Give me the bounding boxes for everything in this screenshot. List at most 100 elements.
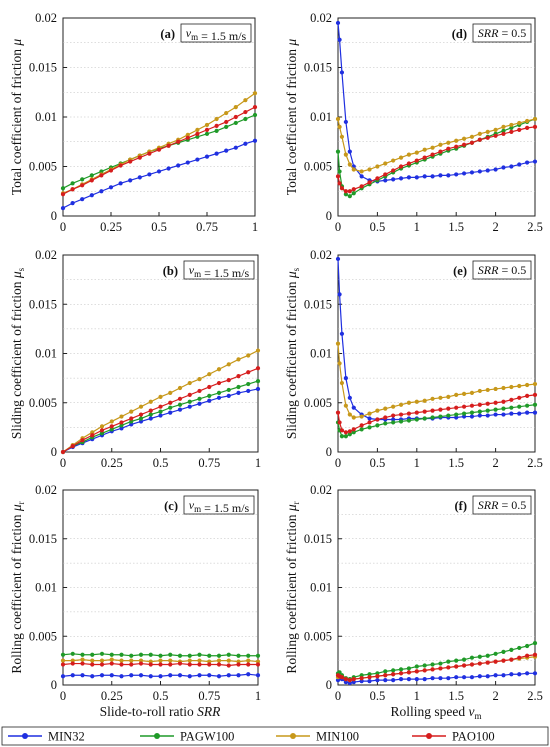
data-point-min32 xyxy=(391,177,396,182)
data-point-pagw100 xyxy=(391,420,396,425)
data-point-min32 xyxy=(156,169,162,174)
y-tick-label: 0 xyxy=(326,678,332,692)
data-point-pao100 xyxy=(367,420,372,425)
data-point-pao100 xyxy=(493,400,498,405)
x-tick-label: 2 xyxy=(492,456,498,470)
annotation-box xyxy=(472,260,532,280)
data-point-min100 xyxy=(335,341,341,346)
data-point-pao100 xyxy=(375,417,380,422)
annotation-box xyxy=(472,23,532,43)
data-point-min100 xyxy=(236,357,241,362)
x-tick-label: 0.5 xyxy=(153,689,169,703)
data-point-min32 xyxy=(501,165,506,170)
data-point-pagw100 xyxy=(391,668,396,673)
data-point-pagw100 xyxy=(347,194,352,199)
y-axis-label: Total coefficient of friction μ xyxy=(284,39,299,196)
x-tick-label: 0 xyxy=(60,456,66,470)
data-point-pao100 xyxy=(469,662,475,667)
data-point-min32 xyxy=(252,138,258,143)
data-point-pao100 xyxy=(477,661,482,666)
data-point-pao100 xyxy=(255,662,261,667)
data-point-pagw100 xyxy=(398,667,404,672)
x-tick-label: 1 xyxy=(414,689,420,703)
data-point-pagw100 xyxy=(351,191,356,196)
data-point-pao100 xyxy=(525,125,530,130)
data-point-pao100 xyxy=(335,410,341,415)
x-tick-label: 0 xyxy=(335,689,341,703)
data-point-min100 xyxy=(343,403,348,408)
data-point-pao100 xyxy=(454,664,459,669)
data-point-pagw100 xyxy=(99,169,104,174)
x-tick-label: 1.5 xyxy=(448,456,464,470)
data-point-min100 xyxy=(517,383,522,389)
data-point-pagw100 xyxy=(532,402,538,407)
data-point-min100 xyxy=(158,394,163,399)
data-point-pao100 xyxy=(158,404,163,409)
y-tick-label: 0.01 xyxy=(35,110,57,124)
x-tick-label: 1.5 xyxy=(448,689,464,703)
data-point-pao100 xyxy=(509,397,514,402)
data-point-pagw100 xyxy=(454,412,459,417)
data-point-min100 xyxy=(216,658,222,663)
x-tick-label: 2.5 xyxy=(527,689,543,703)
data-point-min100 xyxy=(477,131,482,136)
data-point-min32 xyxy=(214,151,219,156)
data-point-pao100 xyxy=(454,144,459,149)
data-point-min32 xyxy=(70,201,75,206)
data-point-min100 xyxy=(493,127,498,132)
data-point-min32 xyxy=(367,416,372,421)
data-point-pao100 xyxy=(532,392,538,397)
data-point-pao100 xyxy=(422,409,427,414)
data-point-min32 xyxy=(187,404,192,409)
data-point-min32 xyxy=(414,175,419,180)
data-point-pagw100 xyxy=(177,653,183,658)
data-point-pagw100 xyxy=(226,652,231,657)
data-point-pao100 xyxy=(446,665,451,670)
data-point-min32 xyxy=(398,677,404,682)
data-point-min100 xyxy=(195,127,200,132)
data-point-pagw100 xyxy=(501,128,506,133)
x-tick-label: 0.5 xyxy=(151,220,167,234)
data-point-min32 xyxy=(438,173,443,178)
data-point-pagw100 xyxy=(454,658,459,663)
data-point-min100 xyxy=(197,658,202,663)
data-point-pao100 xyxy=(70,443,75,449)
data-point-pagw100 xyxy=(236,653,241,658)
data-point-pao100 xyxy=(469,140,475,145)
data-point-min32 xyxy=(347,395,352,400)
data-point-pao100 xyxy=(80,438,85,443)
data-point-pao100 xyxy=(70,187,75,192)
data-point-min32 xyxy=(197,673,202,678)
data-point-min32 xyxy=(359,679,364,684)
data-point-min32 xyxy=(446,676,451,681)
data-point-min32 xyxy=(197,401,202,406)
legend-marker xyxy=(290,733,296,739)
data-point-min32 xyxy=(243,141,248,146)
data-point-pagw100 xyxy=(224,124,229,129)
data-point-pao100 xyxy=(138,661,144,666)
y-tick-label: 0 xyxy=(51,209,57,223)
x-tick-label: 0.75 xyxy=(198,689,220,703)
data-point-min32 xyxy=(138,419,144,424)
data-point-pagw100 xyxy=(501,649,506,654)
data-point-min100 xyxy=(337,361,342,366)
data-point-min32 xyxy=(129,422,134,427)
data-point-pao100 xyxy=(128,159,133,164)
data-point-pagw100 xyxy=(532,640,538,646)
y-tick-label: 0.005 xyxy=(304,396,332,410)
panel-a: 0 0.25 0.5 0.75 1 0 0.005 0.01 0.015 0.02 Total co… xyxy=(9,11,258,234)
data-point-pagw100 xyxy=(359,673,364,678)
data-point-min32 xyxy=(351,405,356,410)
data-point-min100 xyxy=(438,142,443,147)
x-tick-label: 0 xyxy=(335,456,341,470)
data-point-min32 xyxy=(461,414,467,419)
data-point-min32 xyxy=(207,398,212,403)
data-point-min100 xyxy=(109,419,114,424)
data-point-pao100 xyxy=(207,384,212,390)
data-point-pao100 xyxy=(347,429,352,434)
y-tick-label: 0.02 xyxy=(35,248,57,262)
x-tick-label: 0.75 xyxy=(198,456,220,470)
data-point-min100 xyxy=(359,414,364,419)
data-point-min32 xyxy=(177,407,183,412)
